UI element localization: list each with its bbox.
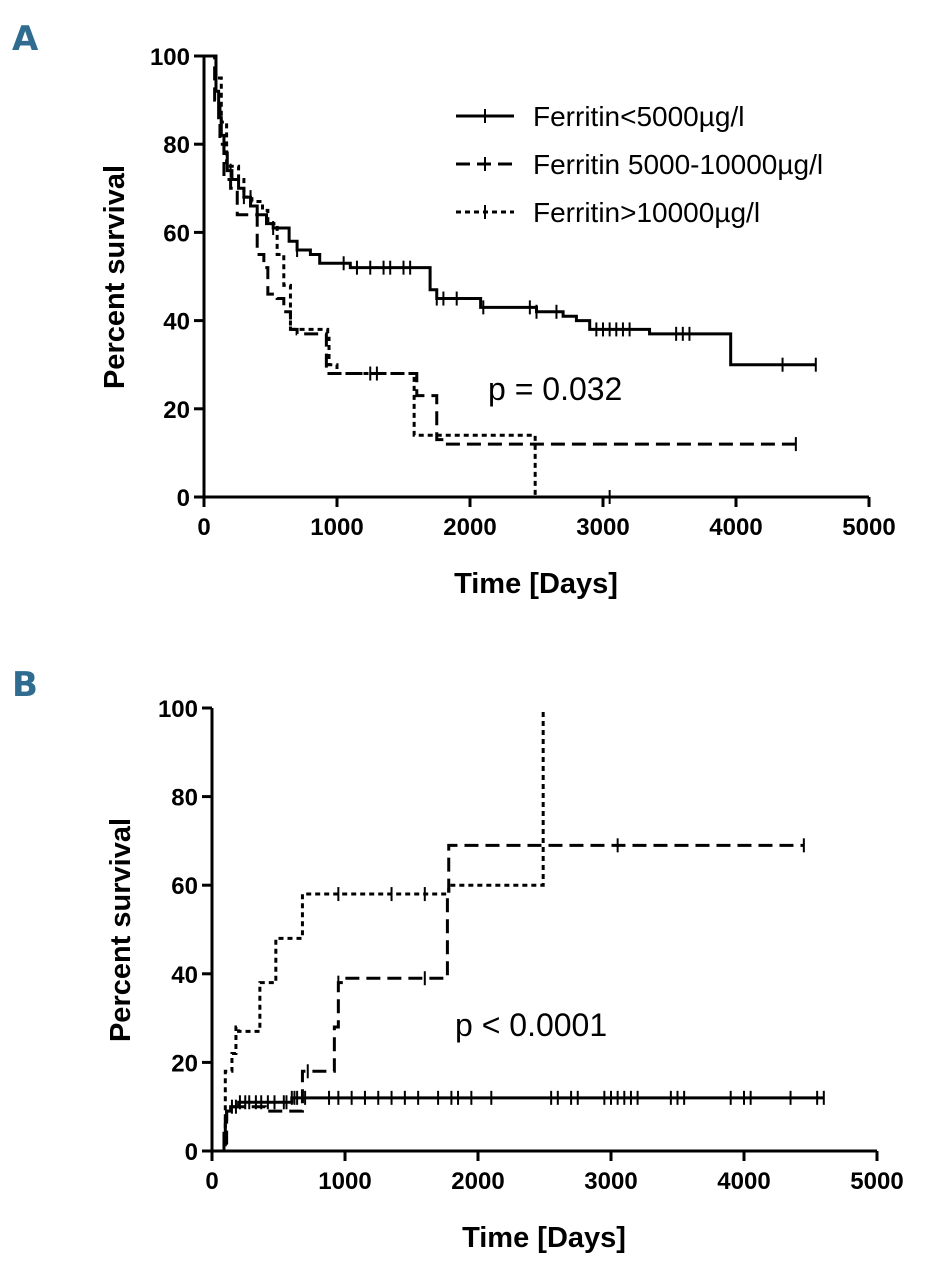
y-tick-label: 20 [163,397,190,424]
y-tick-label: 80 [171,785,198,812]
x-tick-label: 0 [197,514,210,541]
y-tick-label: 60 [171,873,198,900]
legend-entry-ferritin-low: Ferritin<5000µg/l [456,101,744,132]
y-tick-label: 100 [150,44,190,71]
panel-b-label: B [12,665,38,705]
series-line-ferritin-5000-10000-g-l [212,843,804,1153]
panel-b-p-value: p < 0.0001 [455,1007,607,1043]
x-tick-label: 1000 [318,1168,371,1195]
panel-a-label: A [12,19,39,59]
x-tick-label: 1000 [310,514,363,541]
y-tick-label: 100 [158,696,198,723]
x-tick-label: 4000 [717,1168,770,1195]
panel-a-p-value: p = 0.032 [488,371,622,407]
panel-b-x-axis-title: Time [Days] [462,1222,626,1254]
legend-label-ferritin-mid: Ferritin 5000-10000µg/l [533,149,823,180]
x-tick-label: 5000 [842,514,895,541]
x-tick-label: 2000 [443,514,496,541]
y-tick-label: 60 [163,220,190,247]
panel-a-x-axis-title: Time [Days] [454,568,618,600]
series-line-ferritin-5000-g-l [212,1096,824,1153]
series-ferritin-10000-g-l [212,708,545,1153]
legend-entry-ferritin-mid: Ferritin 5000-10000µg/l [456,149,823,180]
y-tick-label: 40 [163,309,190,336]
series-ferritin-10000-g-l [204,54,611,504]
x-tick-label: 2000 [451,1168,504,1195]
y-tick-label: 20 [171,1050,198,1077]
panel-b-y-axis-title: Percent survival [105,818,137,1042]
x-tick-label: 5000 [850,1168,903,1195]
legend-label-ferritin-high: Ferritin>10000µg/l [533,197,760,228]
series-line-ferritin-5000-g-l [204,54,816,367]
y-tick-label: 0 [185,1139,198,1166]
y-tick-label: 80 [163,132,190,159]
panel-a-legend: Ferritin<5000µg/l Ferritin 5000-10000µg/… [456,101,823,228]
panel-a-y-axis-title: Percent survival [99,165,131,389]
legend-label-ferritin-low: Ferritin<5000µg/l [533,101,744,132]
y-tick-label: 0 [177,485,190,512]
x-tick-label: 0 [205,1168,218,1195]
series-ferritin-5000-g-l [204,54,817,372]
x-tick-label: 3000 [584,1168,637,1195]
x-tick-label: 3000 [576,514,629,541]
y-tick-label: 40 [171,962,198,989]
series-ferritin-5000-10000-g-l [212,838,805,1153]
series-line-ferritin-10000-g-l [212,708,545,1153]
x-tick-label: 4000 [709,514,762,541]
series-line-ferritin-10000-g-l [204,54,537,497]
legend-entry-ferritin-high: Ferritin>10000µg/l [456,197,760,228]
